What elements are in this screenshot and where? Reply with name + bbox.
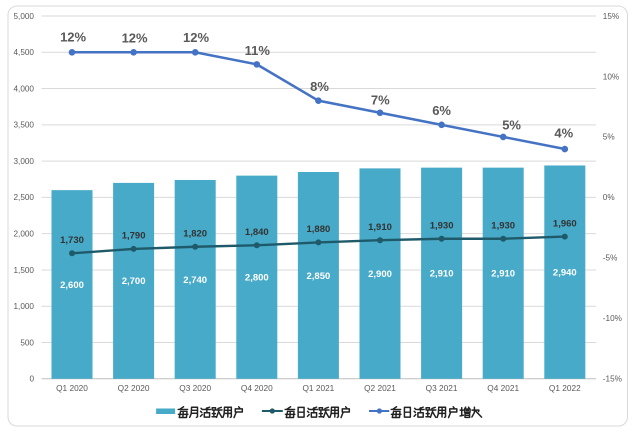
svg-text:3,500: 3,500 xyxy=(14,121,35,130)
svg-text:Q1 2022: Q1 2022 xyxy=(549,383,581,393)
svg-text:Q2 2020: Q2 2020 xyxy=(118,383,150,393)
svg-text:2,850: 2,850 xyxy=(307,271,331,282)
svg-text:12%: 12% xyxy=(122,31,148,46)
svg-text:Q1 2020: Q1 2020 xyxy=(56,383,88,393)
svg-text:Q3 2021: Q3 2021 xyxy=(426,383,458,393)
svg-text:Q1 2021: Q1 2021 xyxy=(302,383,334,393)
svg-text:8%: 8% xyxy=(310,79,329,94)
svg-text:2,740: 2,740 xyxy=(183,275,207,286)
svg-text:2,000: 2,000 xyxy=(14,229,35,238)
svg-text:1,840: 1,840 xyxy=(245,227,269,238)
svg-text:0%: 0% xyxy=(603,193,615,202)
svg-text:-5%: -5% xyxy=(603,254,618,263)
svg-text:3,000: 3,000 xyxy=(14,157,35,166)
svg-text:10%: 10% xyxy=(603,72,619,81)
svg-text:Q4 2020: Q4 2020 xyxy=(241,383,273,393)
svg-text:Q3 2020: Q3 2020 xyxy=(179,383,211,393)
svg-text:1,910: 1,910 xyxy=(368,222,392,233)
svg-text:0: 0 xyxy=(29,375,34,384)
svg-text:1,000: 1,000 xyxy=(14,302,35,311)
svg-text:12%: 12% xyxy=(60,30,86,45)
svg-text:2,940: 2,940 xyxy=(553,268,577,279)
svg-text:6%: 6% xyxy=(432,103,451,118)
svg-text:11%: 11% xyxy=(245,43,271,58)
svg-text:Q4 2021: Q4 2021 xyxy=(487,383,519,393)
svg-text:2,910: 2,910 xyxy=(430,269,454,280)
svg-text:1,880: 1,880 xyxy=(307,224,331,235)
svg-text:2,700: 2,700 xyxy=(122,276,146,287)
svg-text:2,800: 2,800 xyxy=(245,273,269,284)
svg-text:2,500: 2,500 xyxy=(14,193,35,202)
svg-text:-10%: -10% xyxy=(603,314,622,323)
svg-text:500: 500 xyxy=(20,338,34,347)
svg-text:15%: 15% xyxy=(603,12,619,21)
svg-text:-15%: -15% xyxy=(603,375,622,384)
svg-text:7%: 7% xyxy=(371,93,390,108)
svg-text:1,960: 1,960 xyxy=(553,218,577,229)
svg-text:5,000: 5,000 xyxy=(14,12,35,21)
svg-text:4,000: 4,000 xyxy=(14,84,35,93)
svg-text:1,820: 1,820 xyxy=(183,228,207,239)
svg-text:2,600: 2,600 xyxy=(60,280,84,291)
svg-text:1,500: 1,500 xyxy=(14,266,35,275)
svg-text:5%: 5% xyxy=(502,117,521,132)
svg-text:12%: 12% xyxy=(183,30,209,45)
svg-text:5%: 5% xyxy=(603,133,615,142)
svg-text:1,930: 1,930 xyxy=(430,220,454,231)
svg-text:4%: 4% xyxy=(554,126,573,141)
svg-text:Q2 2021: Q2 2021 xyxy=(364,383,396,393)
svg-text:1,930: 1,930 xyxy=(491,220,515,231)
svg-text:2,900: 2,900 xyxy=(368,269,392,280)
svg-text:1,790: 1,790 xyxy=(122,231,146,242)
svg-text:4,500: 4,500 xyxy=(14,48,35,57)
svg-text:1,730: 1,730 xyxy=(60,235,84,246)
svg-text:2,910: 2,910 xyxy=(491,269,515,280)
